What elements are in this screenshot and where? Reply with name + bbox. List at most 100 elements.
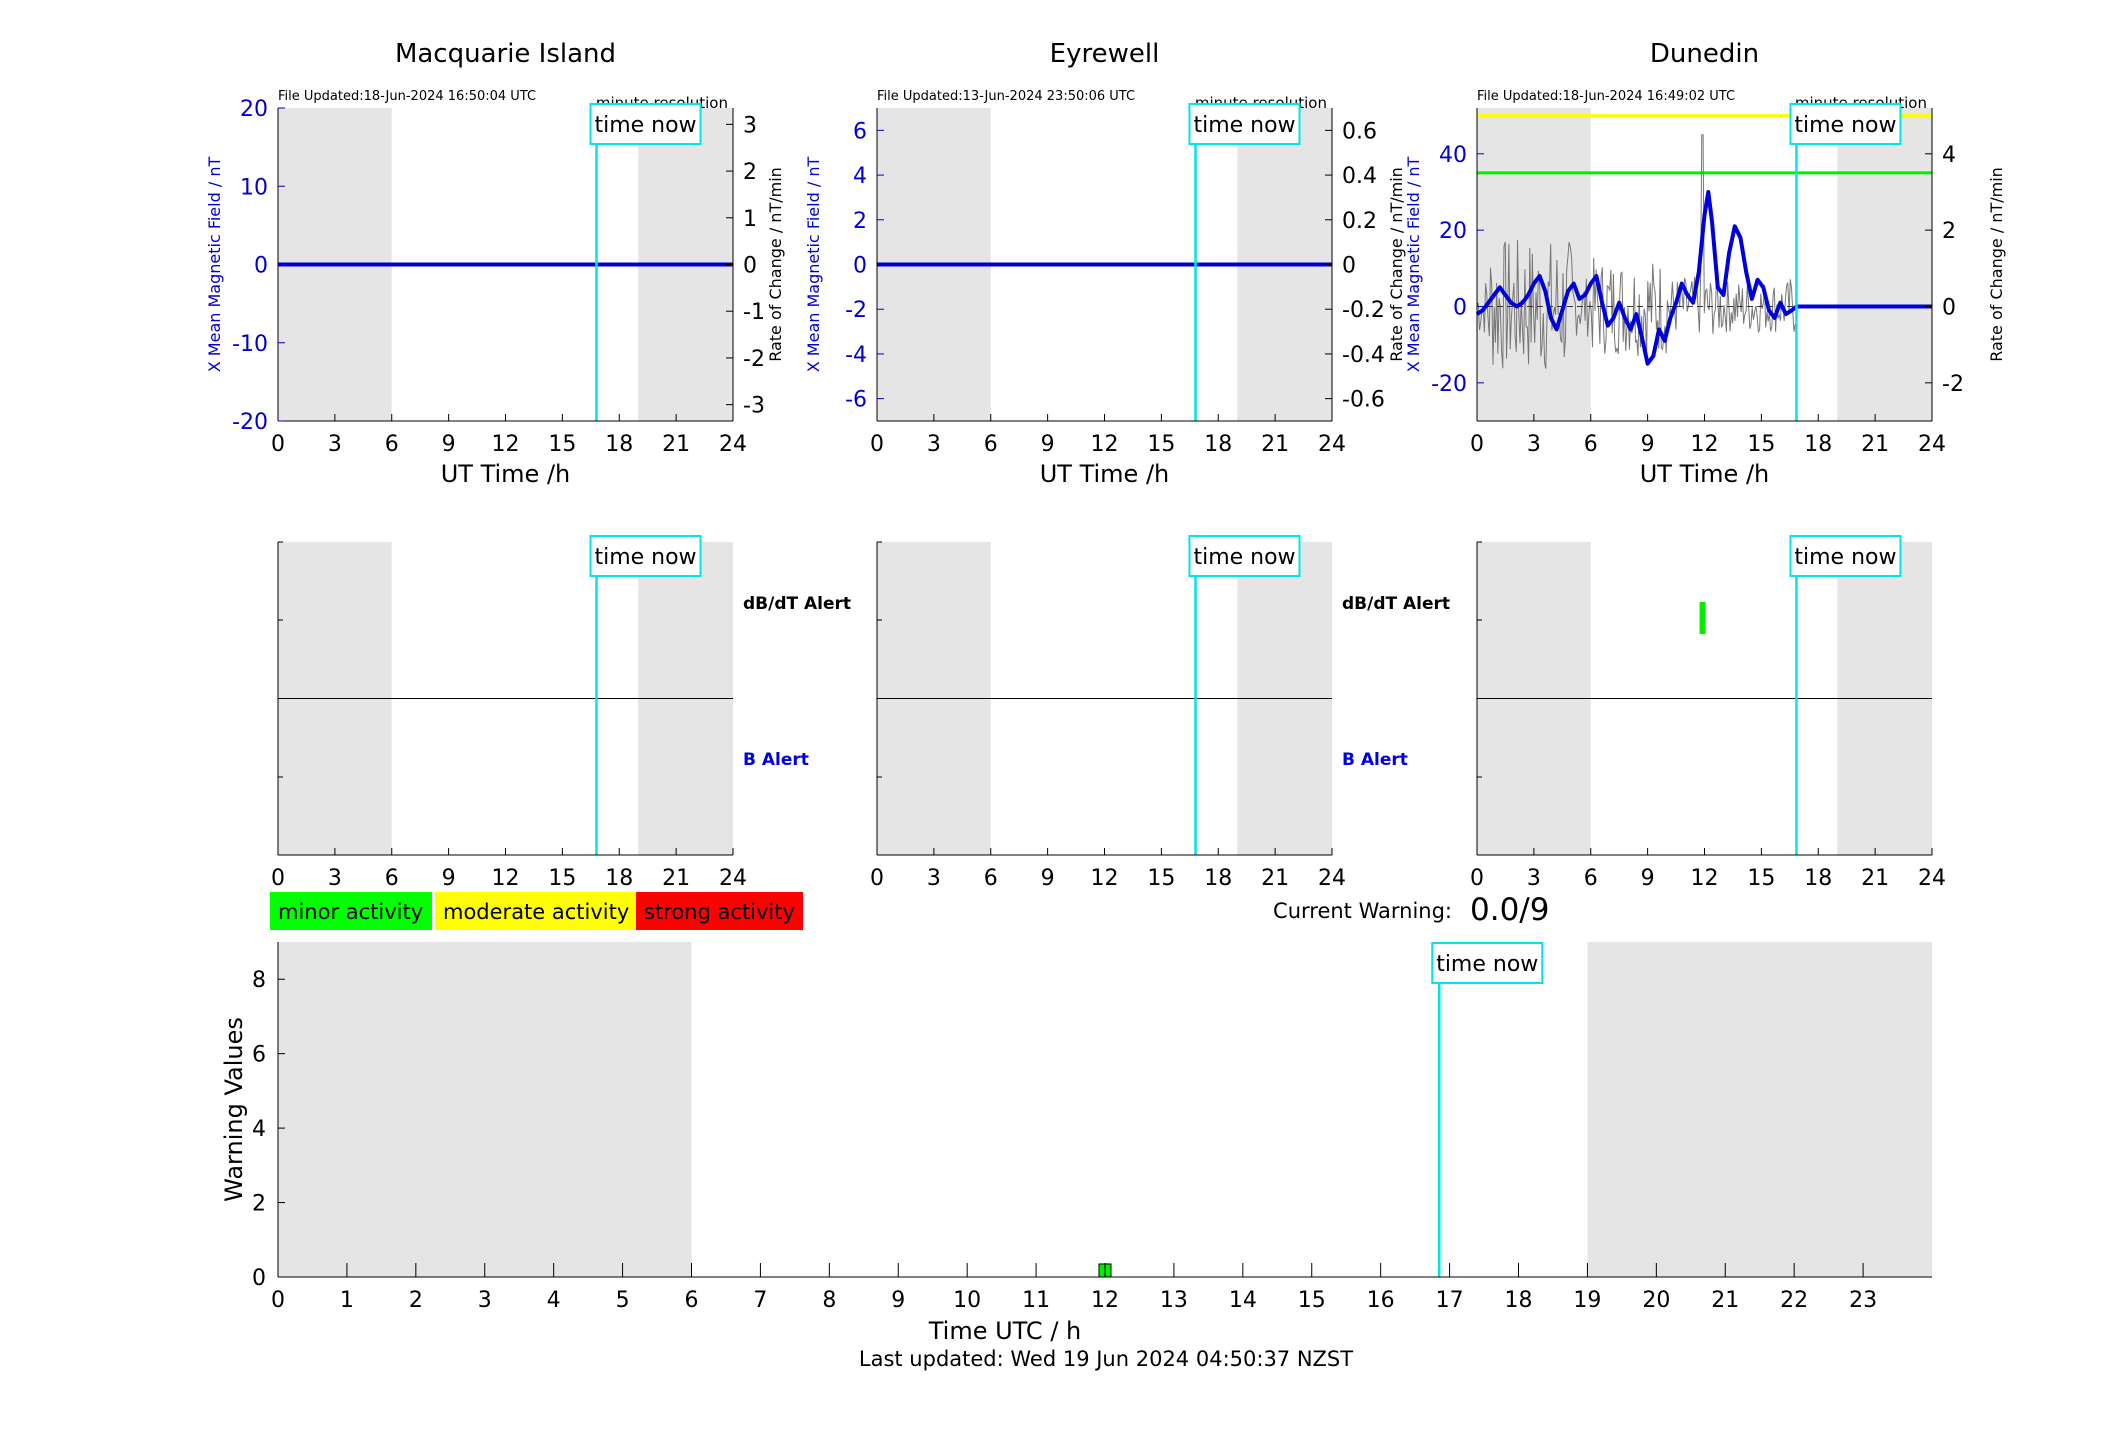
x-tick-label: 12 — [1091, 1288, 1119, 1313]
station-title: Macquarie Island — [395, 39, 616, 69]
x-tick-label: 18 — [1204, 432, 1232, 457]
dbdt-alert-label: dB/dT Alert — [743, 594, 851, 614]
x-tick-label: 24 — [719, 432, 747, 457]
time-now-label: time now — [594, 113, 696, 138]
x-tick-label: 3 — [927, 866, 941, 891]
x-tick-label: 21 — [1711, 1288, 1739, 1313]
x-tick-label: 7 — [753, 1288, 767, 1313]
x-tick-label: 3 — [1527, 432, 1541, 457]
y-left-axis-label: X Mean Magnetic Field / nT — [804, 157, 823, 373]
x-tick-label: 3 — [1527, 866, 1541, 891]
x-tick-label: 21 — [1261, 866, 1289, 891]
y-right-tick-label: 2 — [743, 160, 757, 185]
y-left-tick-label: 20 — [240, 97, 268, 122]
x-tick-label: 6 — [385, 866, 399, 891]
x-tick-label: 18 — [1804, 866, 1832, 891]
x-tick-label: 0 — [1470, 432, 1484, 457]
y-right-tick-label: 0 — [1342, 254, 1356, 279]
legend-swatch — [270, 892, 432, 930]
x-tick-label: 9 — [1041, 432, 1055, 457]
y-right-tick-label: 3 — [743, 113, 757, 138]
x-tick-label: 3 — [927, 432, 941, 457]
y-right-tick-label: -0.4 — [1342, 343, 1385, 368]
y-right-tick-label: -0.6 — [1342, 388, 1385, 413]
alert-plot: time now 0 3 6 9 12 15 18 21 24 dB/dT Alert B Alert — [870, 535, 1450, 891]
y-left-tick-label: -6 — [845, 388, 867, 413]
x-tick-label: 9 — [1041, 866, 1055, 891]
x-tick-label: 15 — [1147, 866, 1175, 891]
x-tick-label: 9 — [1641, 432, 1655, 457]
x-tick-label: 12 — [492, 432, 520, 457]
x-tick-label: 3 — [478, 1288, 492, 1313]
x-tick-label: 21 — [1261, 432, 1289, 457]
y-right-tick-label: 2 — [1942, 219, 1956, 244]
current-warning-label: Current Warning: — [1273, 899, 1452, 923]
x-axis-label: UT Time /h — [441, 460, 571, 488]
y-right-tick-label: 0.4 — [1342, 164, 1377, 189]
current-warning-value: 0.0/9 — [1470, 892, 1549, 928]
y-tick-label: 8 — [252, 968, 266, 993]
y-left-axis-label: X Mean Magnetic Field / nT — [1404, 157, 1423, 373]
x-tick-label: 15 — [1747, 432, 1775, 457]
file-updated-text: File Updated:18-Jun-2024 16:49:02 UTC — [1477, 89, 1735, 104]
x-tick-label: 6 — [685, 1288, 699, 1313]
x-tick-label: 12 — [1091, 432, 1119, 457]
x-tick-label: 15 — [1747, 866, 1775, 891]
y-tick-label: 0 — [252, 1266, 266, 1291]
x-tick-label: 0 — [870, 866, 884, 891]
y-right-tick-label: 0 — [1942, 295, 1956, 320]
station-title: Eyrewell — [1050, 39, 1160, 69]
x-tick-label: 24 — [1918, 432, 1946, 457]
dbdt-alert-label: dB/dT Alert — [1342, 594, 1450, 614]
x-tick-label: 9 — [891, 1288, 905, 1313]
y-right-tick-label: 0 — [743, 254, 757, 279]
x-axis-label: Time UTC / h — [928, 1317, 1082, 1345]
x-tick-label: 15 — [1147, 432, 1175, 457]
time-now-box — [589, 103, 702, 145]
y-left-tick-label: 20 — [1439, 219, 1467, 244]
x-tick-label: 9 — [442, 866, 456, 891]
y-left-tick-label: -20 — [232, 410, 268, 435]
y-left-tick-label: 4 — [853, 164, 867, 189]
y-tick-label: 4 — [252, 1117, 266, 1142]
x-tick-label: 13 — [1160, 1288, 1188, 1313]
night-shading — [278, 942, 692, 1277]
time-now-box — [1431, 942, 1544, 984]
time-now-box — [1188, 103, 1301, 145]
night-shading — [1477, 108, 1591, 421]
y-left-axis-label: X Mean Magnetic Field / nT — [205, 157, 224, 373]
x-tick-label: 20 — [1642, 1288, 1670, 1313]
time-now-label: time now — [1193, 113, 1295, 138]
legend-label: moderate activity — [443, 900, 629, 924]
x-tick-label: 3 — [328, 866, 342, 891]
x-tick-label: 17 — [1436, 1288, 1464, 1313]
y-tick-label: 2 — [252, 1192, 266, 1217]
time-now-label: time now — [594, 545, 696, 570]
rate-of-change-trace — [1476, 134, 1797, 369]
x-tick-label: 19 — [1573, 1288, 1601, 1313]
x-tick-label: 15 — [1298, 1288, 1326, 1313]
time-now-label: time now — [1193, 545, 1295, 570]
x-tick-label: 12 — [1691, 432, 1719, 457]
x-tick-label: 4 — [547, 1288, 561, 1313]
night-shading — [1587, 942, 1932, 1277]
x-tick-label: 12 — [1691, 866, 1719, 891]
time-now-box — [589, 535, 702, 577]
x-tick-label: 10 — [953, 1288, 981, 1313]
x-tick-label: 9 — [1641, 866, 1655, 891]
alert-plot: time now 0 3 6 9 12 15 18 21 24 dB/dT Alert B Alert — [271, 535, 851, 891]
x-tick-label: 8 — [822, 1288, 836, 1313]
y-right-axis-label: Rate of Change / nT/min — [766, 167, 785, 362]
field-series-line — [1475, 190, 1932, 366]
x-tick-label: 22 — [1780, 1288, 1808, 1313]
x-tick-label: 18 — [1505, 1288, 1533, 1313]
last-updated-text: Last updated: Wed 19 Jun 2024 04:50:37 N… — [859, 1347, 1353, 1371]
y-right-tick-label: -2 — [743, 347, 765, 372]
x-tick-label: 11 — [1022, 1288, 1050, 1313]
station-panel-3: Dunedin File Updated:18-Jun-2024 16:49:02… — [1404, 39, 2006, 891]
x-tick-label: 18 — [605, 866, 633, 891]
x-tick-label: 6 — [385, 432, 399, 457]
x-tick-label: 18 — [1804, 432, 1832, 457]
